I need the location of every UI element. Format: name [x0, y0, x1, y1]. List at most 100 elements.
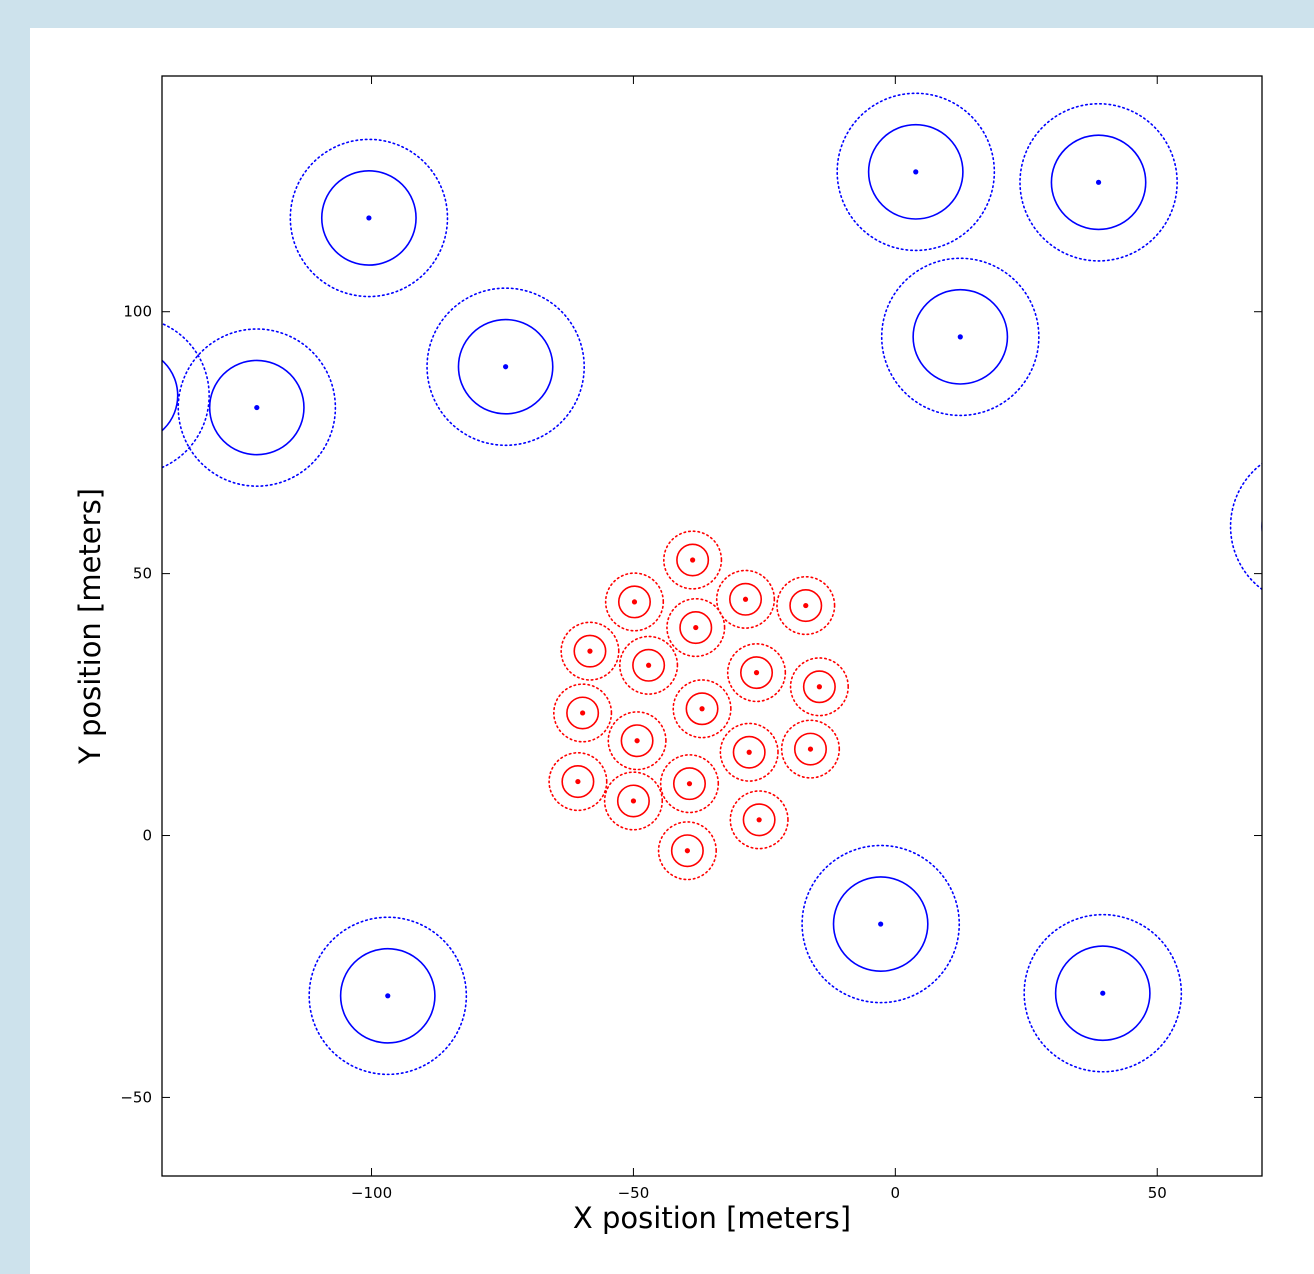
inner-ring [620, 724, 654, 758]
outer-ring [659, 754, 720, 814]
data-point [630, 798, 637, 804]
inner-ring [566, 696, 600, 730]
outer-ring [729, 790, 789, 850]
inner-ring [685, 692, 719, 726]
data-point [366, 215, 372, 221]
outer-ring [603, 771, 664, 831]
outer-ring [1023, 913, 1183, 1073]
x-axis-label: X position [meters] [573, 1201, 851, 1235]
inner-ring [676, 543, 710, 577]
data-point [699, 706, 705, 712]
data-point [807, 746, 814, 752]
inner-ring [320, 170, 417, 266]
inner-ring [632, 648, 666, 682]
data-point [746, 749, 752, 755]
data-point [580, 710, 586, 716]
data-point [690, 557, 696, 563]
data-point [957, 334, 963, 340]
outer-ring [672, 679, 732, 739]
outer-ring [780, 719, 841, 779]
inner-ring [729, 582, 763, 616]
data-point [684, 848, 690, 854]
outer-ring [560, 621, 620, 681]
data-point [587, 648, 593, 654]
outer-ring [1229, 462, 1262, 591]
x-tick-label: −50 [618, 1184, 650, 1202]
outer-ring [308, 916, 468, 1076]
data-point [742, 596, 749, 602]
outer-ring [619, 635, 679, 695]
data-marks [128, 92, 1312, 1076]
outer-ring [162, 322, 210, 469]
inner-ring [732, 735, 766, 769]
data-point [575, 778, 581, 785]
x-tick-label: 50 [1148, 1184, 1167, 1202]
data-point [816, 684, 822, 690]
data-point [1100, 990, 1106, 996]
y-tick-label: 50 [133, 565, 152, 583]
data-point [634, 738, 640, 744]
outer-ring [836, 92, 996, 252]
inner-ring [740, 656, 774, 690]
outer-ring [666, 597, 726, 658]
inner-ring [1261, 517, 1262, 536]
outer-ring [789, 657, 849, 717]
data-point [385, 993, 391, 999]
data-point [503, 364, 509, 370]
inner-ring [1054, 945, 1151, 1042]
outer-ring [663, 530, 723, 590]
outer-ring [801, 844, 961, 1004]
inner-ring [208, 359, 305, 456]
data-point [913, 169, 919, 175]
outer-ring [726, 643, 787, 703]
inner-ring [912, 288, 1009, 385]
inner-ring [793, 732, 827, 766]
outer-ring [880, 257, 1040, 417]
inner-ring [789, 589, 823, 623]
plot-frame [161, 75, 1263, 1177]
data-point [631, 599, 638, 605]
inner-ring [616, 784, 650, 818]
outer-ring [719, 722, 779, 782]
inner-ring [457, 318, 554, 415]
outer-ring [289, 138, 449, 298]
inner-ring [339, 947, 436, 1044]
inner-ring [832, 876, 929, 972]
outer-ring [607, 711, 667, 771]
inner-ring [573, 634, 607, 668]
inner-ring [672, 767, 706, 801]
data-point [693, 624, 699, 631]
data-point [646, 662, 652, 668]
inner-ring [561, 765, 595, 799]
outer-ring [657, 821, 717, 881]
outer-ring [776, 575, 836, 636]
inner-ring [1050, 134, 1147, 231]
data-point [254, 404, 260, 411]
outer-ring [548, 751, 608, 812]
data-point [753, 670, 760, 676]
y-axis-label: Y position [meters] [73, 488, 107, 765]
inner-ring [162, 359, 179, 432]
outer-ring [177, 328, 337, 487]
y-tick-label: 100 [123, 303, 152, 321]
inner-ring [679, 611, 713, 645]
inner-ring [802, 670, 836, 704]
data-point [128, 393, 133, 398]
x-tick-label: 0 [891, 1184, 901, 1202]
data-point [756, 817, 762, 823]
outer-ring [426, 287, 585, 447]
inner-ring [867, 123, 964, 220]
axis-ticks: −100 −50 0 50 −50 0 50 100 [120, 76, 1262, 1202]
inner-ring [670, 834, 704, 868]
outer-ring [1019, 102, 1178, 262]
inner-ring [742, 803, 776, 837]
data-point [686, 781, 693, 787]
data-point [878, 921, 884, 927]
figure: −100 −50 0 50 −50 0 50 100 X position [meters] … [30, 28, 1314, 1274]
x-tick-label: −100 [351, 1184, 392, 1202]
data-point [1095, 179, 1102, 185]
data-point [803, 602, 809, 609]
data-point [1307, 524, 1312, 529]
outer-ring [604, 572, 665, 632]
